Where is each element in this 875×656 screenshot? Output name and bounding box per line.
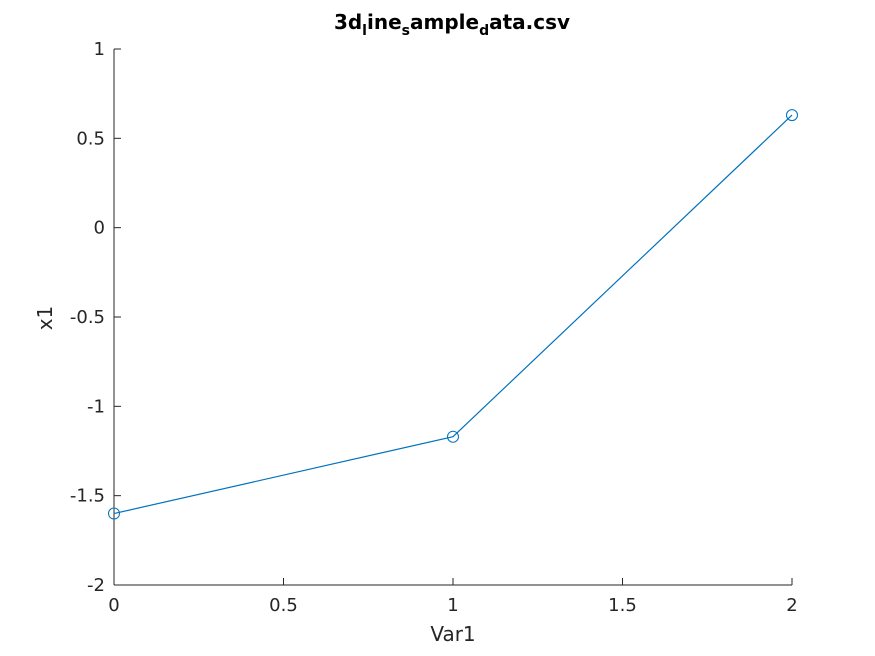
x-tick-label: 0.5 (269, 595, 298, 616)
y-tick-label: 0.5 (76, 128, 105, 149)
x-axis-label: Var1 (430, 622, 475, 646)
y-tick-label: 0 (94, 218, 105, 239)
x-tick-label: 0 (108, 595, 119, 616)
series-layer (108, 109, 798, 520)
data-point (447, 430, 459, 443)
title-part: l (362, 23, 367, 39)
data-point (786, 109, 798, 122)
series-line (113, 114, 793, 515)
title-part: ine (367, 10, 402, 34)
title-part: ata.csv (489, 10, 570, 34)
x-tick-label: 1.5 (608, 595, 637, 616)
y-tick-label: 1 (94, 39, 105, 60)
x-tick-label: 1 (447, 595, 458, 616)
y-axis-label: x1 (33, 306, 57, 331)
ticks: 0 0.5 1 1.5 2 -2 -1.5 -1 -0.5 0 0.5 1 (70, 39, 798, 616)
x-tick-label: 2 (786, 595, 797, 616)
y-tick-label: -0.5 (70, 307, 105, 328)
chart-title: 3dlinesampledata.csv (334, 10, 570, 39)
title-part: s (402, 23, 410, 39)
title-part: 3d (334, 10, 362, 34)
axes (113, 49, 792, 586)
data-point (108, 507, 120, 520)
y-tick-label: -2 (87, 575, 105, 596)
title-part: ample (410, 10, 479, 34)
y-tick-label: -1.5 (70, 486, 105, 507)
y-tick-label: -1 (87, 396, 105, 417)
title-part: d (479, 23, 489, 39)
